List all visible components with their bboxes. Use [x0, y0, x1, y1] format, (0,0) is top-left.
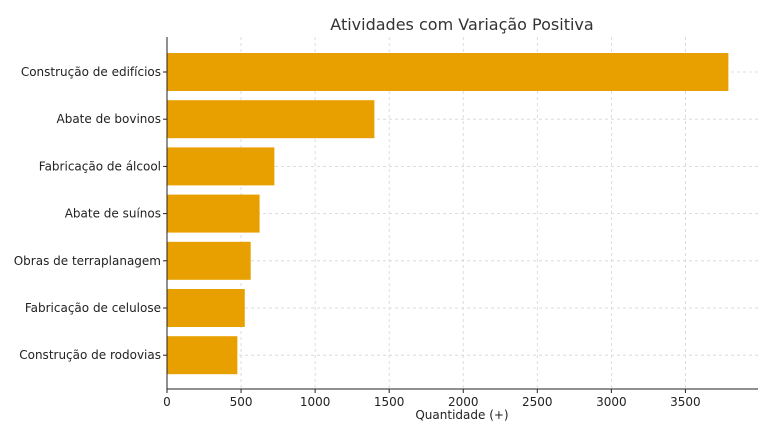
category-label: Construção de rodovias — [19, 348, 161, 362]
x-tick-label: 0 — [163, 395, 171, 409]
x-tick-label: 3000 — [596, 395, 627, 409]
category-label: Fabricação de álcool — [39, 159, 161, 173]
grid-layer — [166, 37, 758, 389]
x-tick-label: 1500 — [374, 395, 405, 409]
bar-6 — [167, 289, 245, 327]
chart-title: Atividades com Variação Positiva — [330, 15, 593, 34]
x-tick-label: 500 — [230, 395, 253, 409]
bar-5 — [167, 241, 251, 280]
bar-1 — [167, 53, 729, 91]
bar-7 — [167, 336, 238, 375]
category-labels: Construção de edifícios Abate de bovinos F… — [14, 65, 167, 362]
category-label: Abate de bovinos — [57, 112, 162, 126]
x-tick-label: 1000 — [300, 395, 331, 409]
x-ticks: 0 500 1000 1500 2000 2500 3000 3500 — [163, 389, 701, 409]
category-label: Abate de suínos — [65, 207, 161, 221]
bar-4 — [167, 194, 260, 233]
x-tick-label: 3500 — [670, 395, 701, 409]
bars-layer — [167, 53, 729, 375]
category-label: Construção de edifícios — [21, 65, 161, 79]
bar-2 — [167, 100, 375, 139]
category-label: Fabricação de celulose — [25, 301, 161, 315]
bar-3 — [167, 147, 275, 186]
x-axis-label: Quantidade (+) — [415, 408, 508, 422]
category-label: Obras de terraplanagem — [14, 254, 161, 268]
x-tick-label: 2000 — [448, 395, 479, 409]
x-tick-label: 2500 — [522, 395, 553, 409]
